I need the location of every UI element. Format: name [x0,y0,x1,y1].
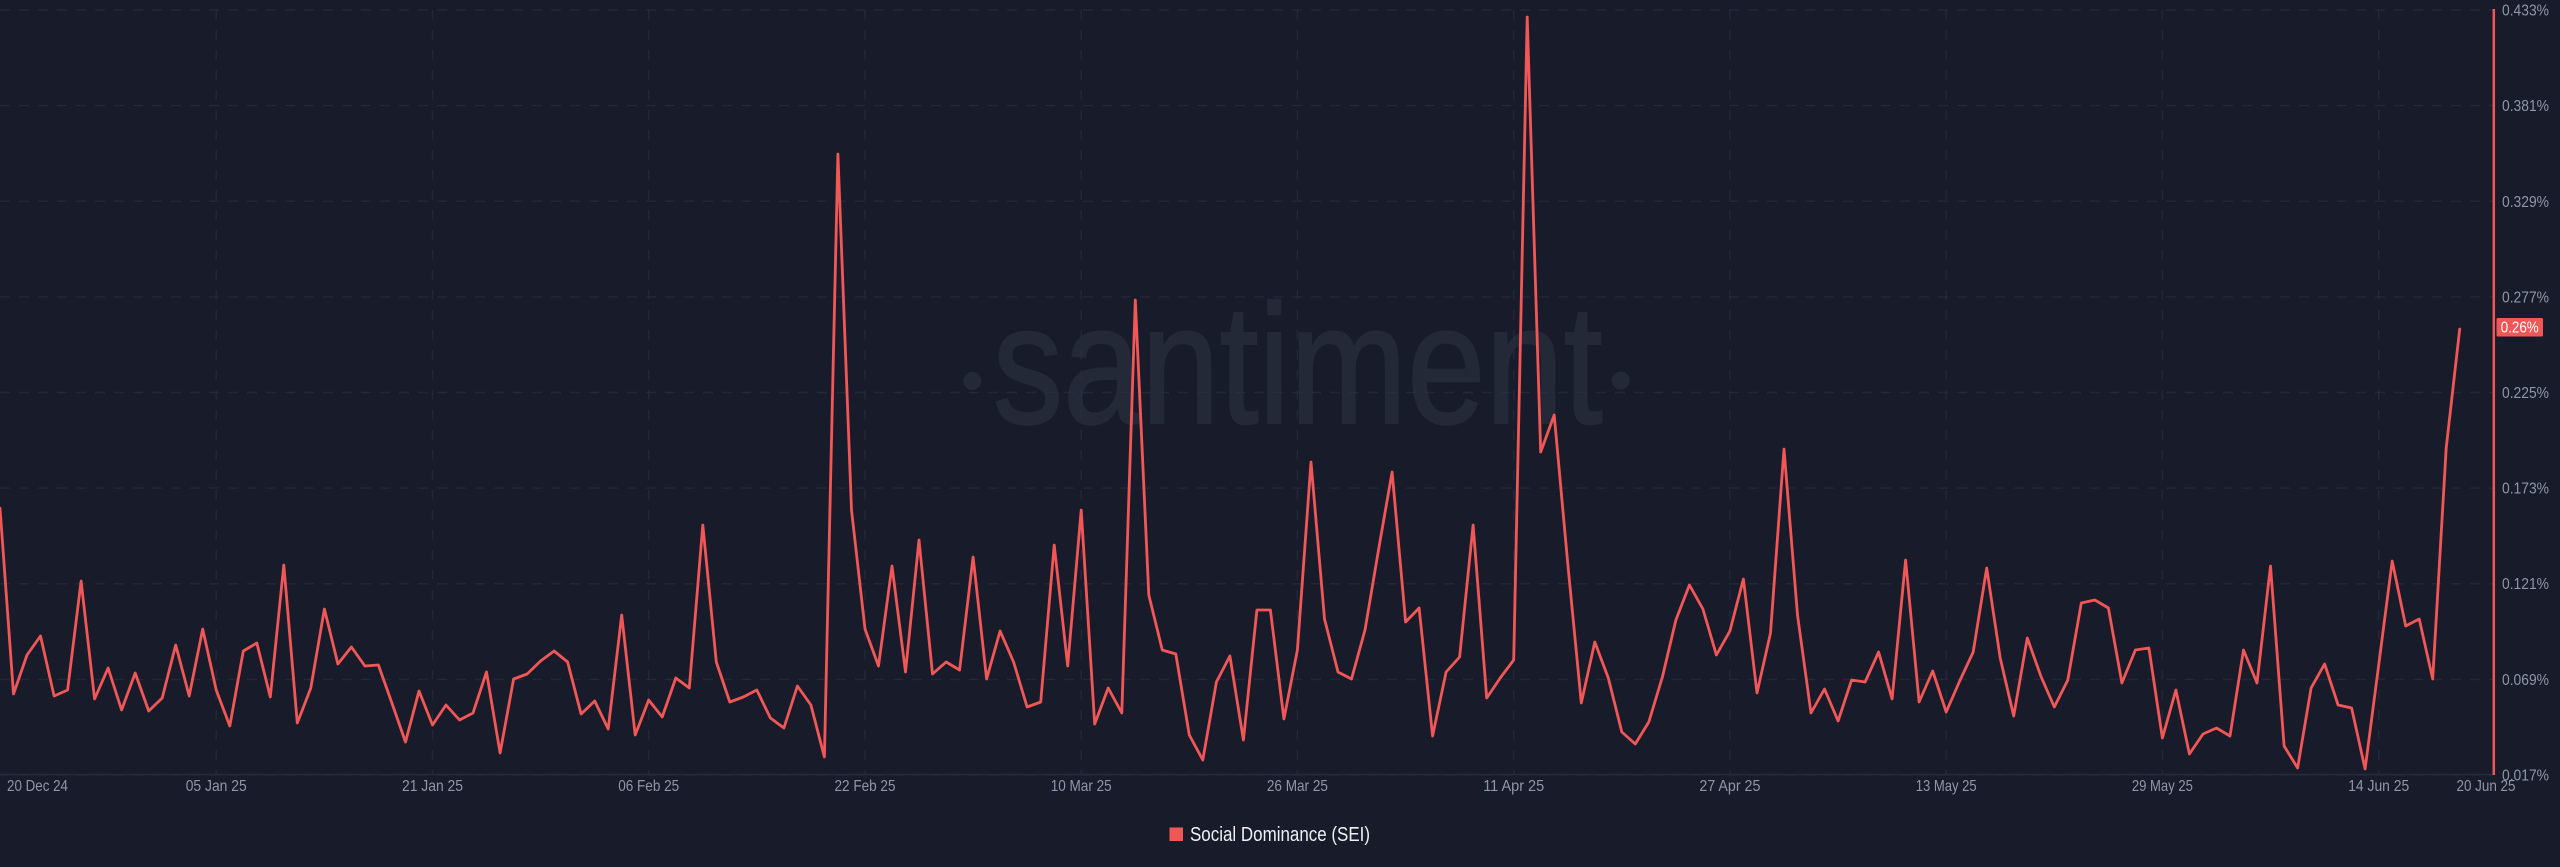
svg-text:20 Jun 25: 20 Jun 25 [2457,778,2516,795]
svg-text:11 Apr 25: 11 Apr 25 [1483,778,1544,795]
svg-text:14 Jun 25: 14 Jun 25 [2348,778,2409,795]
svg-text:29 May 25: 29 May 25 [2132,778,2193,795]
svg-text:santiment: santiment [993,270,1603,460]
svg-text:05 Jan 25: 05 Jan 25 [186,778,247,795]
svg-text:21 Jan 25: 21 Jan 25 [402,778,463,795]
svg-text:0.121%: 0.121% [2502,576,2549,593]
svg-text:0.173%: 0.173% [2502,481,2549,498]
svg-text:0.225%: 0.225% [2502,385,2549,402]
svg-text:26 Mar 25: 26 Mar 25 [1267,778,1328,795]
svg-text:Social Dominance (SEI): Social Dominance (SEI) [1190,824,1370,846]
svg-text:22 Feb 25: 22 Feb 25 [835,778,896,795]
svg-text:27 Apr 25: 27 Apr 25 [1699,778,1760,795]
svg-text:0.017%: 0.017% [2502,768,2549,785]
svg-text:20 Dec 24: 20 Dec 24 [7,778,68,795]
svg-text:0.381%: 0.381% [2502,98,2549,115]
svg-text:10 Mar 25: 10 Mar 25 [1051,778,1112,795]
svg-text:0.069%: 0.069% [2502,672,2549,689]
svg-text:0.26%: 0.26% [2501,320,2539,337]
svg-text:0.277%: 0.277% [2502,289,2549,306]
svg-text:0.329%: 0.329% [2502,194,2549,211]
svg-text:0.433%: 0.433% [2502,3,2549,20]
svg-text:13 May 25: 13 May 25 [1916,778,1977,795]
svg-text:06 Feb 25: 06 Feb 25 [618,778,679,795]
